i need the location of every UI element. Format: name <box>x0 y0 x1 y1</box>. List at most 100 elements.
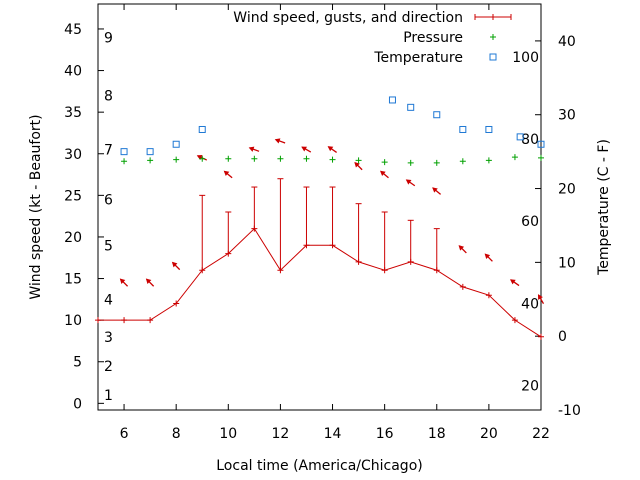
wind-speed-line <box>98 227 542 338</box>
pressure-point <box>433 159 440 166</box>
x-tick-label: 12 <box>271 426 289 442</box>
legend-label: Temperature <box>373 50 463 66</box>
legend-label: Pressure <box>403 30 463 46</box>
wind-speed-point <box>251 225 258 232</box>
legend-swatch-temperature <box>489 53 497 61</box>
temperature-point <box>407 103 415 111</box>
wind-speed-point <box>329 242 336 249</box>
fahrenheit-label: 40 <box>521 297 539 313</box>
y-tick-label: 40 <box>64 64 82 80</box>
wind-direction-arrow <box>405 179 416 187</box>
x-tick-label: 22 <box>532 426 550 442</box>
pressure-point <box>459 158 466 165</box>
y-tick-label: 20 <box>64 230 82 246</box>
wind-direction-arrow <box>301 146 312 153</box>
wind-speed-point <box>407 258 414 265</box>
pressure-point <box>199 155 206 162</box>
fahrenheit-label: 60 <box>521 214 539 230</box>
beaufort-label: 6 <box>104 193 113 209</box>
wind-direction-head <box>223 170 230 177</box>
wind-direction-head <box>119 278 126 284</box>
wind-speed-point <box>277 267 284 274</box>
wind-direction-arrow <box>354 161 363 171</box>
plot-frame <box>97 3 542 411</box>
wind-direction-arrow <box>458 245 467 254</box>
y2-tick-label: 0 <box>558 329 567 345</box>
temperature-point <box>172 140 180 148</box>
x-tick-label: 20 <box>480 426 498 442</box>
y-tick-label: 35 <box>64 105 82 121</box>
wind-direction-head <box>196 154 203 160</box>
legend-swatch-pressure <box>490 34 496 40</box>
wind-speed-point <box>173 300 180 307</box>
temperature-point <box>198 125 206 133</box>
pressure-point <box>485 157 492 164</box>
wind-direction-head <box>484 253 491 260</box>
fahrenheit-label: 80 <box>521 132 539 148</box>
y2-tick-label: 30 <box>558 108 576 124</box>
wind-direction-arrow <box>171 261 181 271</box>
beaufort-label: 8 <box>104 89 113 105</box>
x-tick-label: 14 <box>324 426 342 442</box>
y2-tick-label: 20 <box>558 182 576 198</box>
beaufort-label: 9 <box>104 30 113 46</box>
wind-direction-head <box>509 279 516 285</box>
legend-label: Wind speed, gusts, and direction <box>233 10 463 26</box>
pressure-point <box>121 158 128 165</box>
temperature-point <box>146 148 154 156</box>
x-tick-label: 8 <box>172 426 181 442</box>
pressure-point <box>407 159 414 166</box>
pressure-point <box>225 155 232 162</box>
temperature-point <box>516 133 524 141</box>
wind-speed-point <box>538 333 544 340</box>
wind-direction-arrow <box>223 170 233 179</box>
wind-direction-head <box>537 294 543 300</box>
x-tick-label: 18 <box>428 426 446 442</box>
y-tick-label: 15 <box>64 272 82 288</box>
wind-speed-point <box>355 258 362 265</box>
wind-direction-arrow <box>327 146 337 153</box>
wind-direction-head <box>171 261 178 268</box>
pressure-point <box>277 155 284 162</box>
pressure-point <box>303 155 310 162</box>
y-tick-label: 0 <box>73 396 82 412</box>
beaufort-label: 2 <box>104 359 113 375</box>
wind-direction-arrow <box>537 294 545 305</box>
pressure-point <box>147 157 154 164</box>
wind-speed-point <box>147 317 154 324</box>
wind-speed-point <box>485 292 492 299</box>
pressure-point <box>538 154 544 161</box>
beaufort-label: 7 <box>104 143 113 159</box>
y-tick-label: 30 <box>64 147 82 163</box>
pressure-point <box>329 156 336 163</box>
wind-speed-point <box>459 283 466 290</box>
temperature-point <box>459 125 467 133</box>
wind-direction-arrow <box>119 278 129 287</box>
wind-speed-point <box>433 267 440 274</box>
wind-speed-point <box>95 317 101 324</box>
wind-direction-arrow <box>274 138 286 144</box>
y2-tick-label: 10 <box>558 255 576 271</box>
y-axis-label: Wind speed (kt - Beaufort) <box>28 114 44 299</box>
wind-direction-head <box>248 146 255 152</box>
x-tick-label: 16 <box>376 426 394 442</box>
x-tick-label: 6 <box>120 426 129 442</box>
y-tick-label: 5 <box>73 355 82 371</box>
y-tick-label: 25 <box>64 188 82 204</box>
wind-direction-head <box>432 187 438 193</box>
y-tick-label: 10 <box>64 313 82 329</box>
beaufort-label: 5 <box>104 238 113 254</box>
wind-direction-head <box>354 161 360 168</box>
wind-direction-head <box>274 138 281 144</box>
wind-direction-head <box>405 179 412 185</box>
wind-speed-point <box>199 267 206 274</box>
temperature-point <box>388 96 396 104</box>
wind-speed-point <box>303 242 310 249</box>
fahrenheit-label: 100 <box>512 50 539 66</box>
y2-tick-label: 40 <box>558 34 576 50</box>
y2-axis-label: Temperature (C - F) <box>596 139 612 276</box>
wind-direction-head <box>458 245 465 251</box>
wind-speed-point <box>511 317 518 324</box>
y-tick-label: 45 <box>64 22 82 38</box>
